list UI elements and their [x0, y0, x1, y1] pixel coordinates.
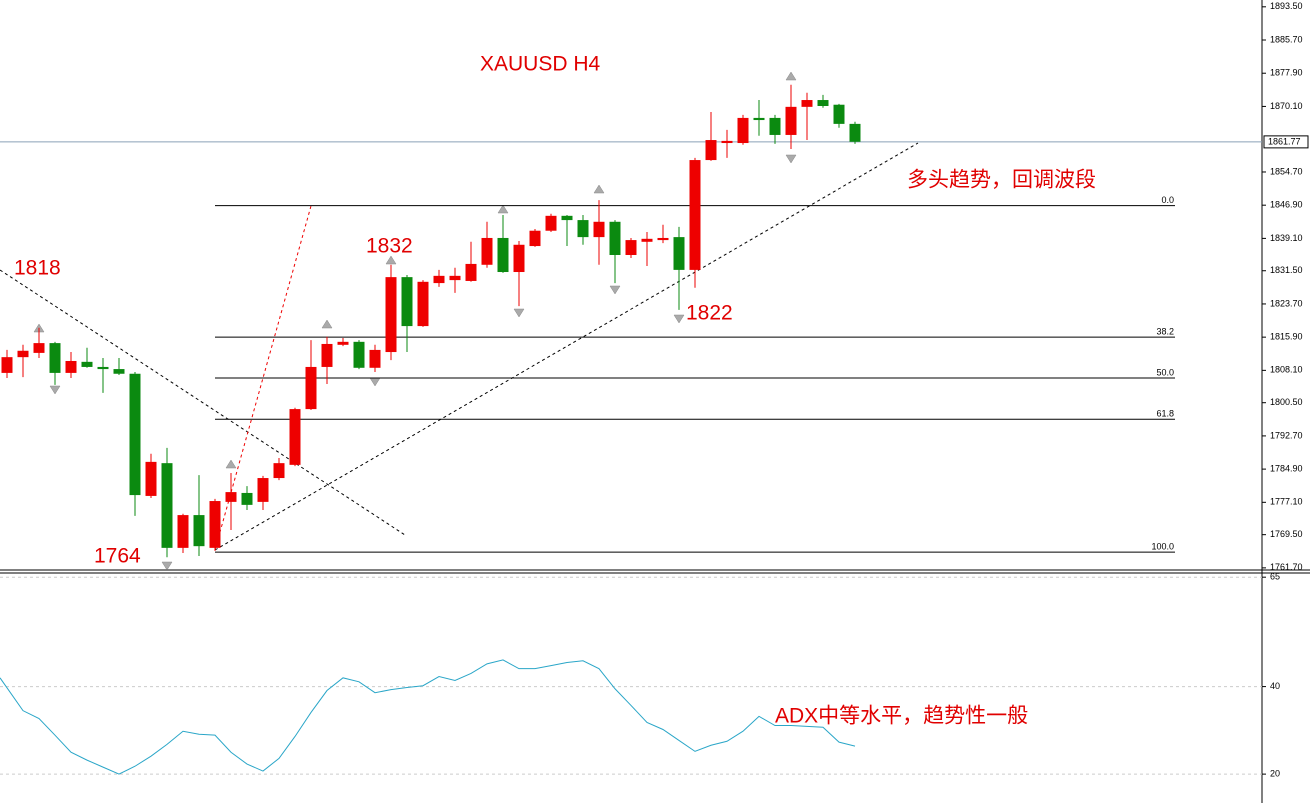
candle-body	[785, 106, 797, 135]
y-tick-label: 1831.50	[1270, 265, 1303, 275]
candle-body	[609, 221, 621, 255]
candle-body	[625, 240, 637, 255]
candle-body	[401, 277, 413, 327]
candle-body	[433, 275, 445, 284]
candle-body	[305, 366, 317, 410]
y-tick-label: 1823.70	[1270, 298, 1303, 308]
adx-line	[0, 659, 856, 775]
current-price-box	[1263, 135, 1309, 149]
candle-body	[641, 238, 653, 242]
candle-body	[1, 357, 13, 373]
candle-body	[577, 220, 589, 238]
candle-body	[193, 515, 205, 547]
candle-body	[417, 281, 429, 327]
candle-body	[369, 349, 381, 368]
candle-body	[161, 463, 173, 548]
y-tick-label: 1870.10	[1270, 101, 1303, 111]
y-tick-label: 1815.90	[1270, 332, 1303, 342]
candle-body	[129, 373, 141, 496]
annotation: 1764	[94, 545, 141, 568]
y-tick-label: 40	[1270, 681, 1280, 691]
candle-body	[353, 341, 365, 368]
candle-body	[817, 100, 829, 106]
trend-line	[0, 269, 406, 536]
y-tick-label: 1761.70	[1270, 562, 1303, 572]
candle-body	[97, 366, 109, 370]
candle-body	[849, 123, 861, 142]
candle-body	[657, 237, 669, 241]
candle-body	[465, 263, 477, 281]
annotation: 多头趋势，回调波段	[907, 169, 1096, 192]
candle-body	[753, 117, 765, 121]
candle-body	[497, 237, 509, 273]
y-tick-label: 1846.90	[1270, 200, 1303, 210]
fib-label: 0.0	[1161, 195, 1174, 205]
candle-body	[801, 100, 813, 107]
candle-body	[705, 140, 717, 161]
candle-body	[177, 515, 189, 548]
y-tick-label: 65	[1270, 572, 1280, 582]
y-tick-label: 1784.90	[1270, 463, 1303, 473]
y-tick-label: 1885.70	[1270, 34, 1303, 44]
candle-body	[257, 478, 269, 502]
annotation: ADX中等水平，趋势性一般	[775, 705, 1028, 728]
candle-body	[721, 140, 733, 144]
fib-label: 50.0	[1156, 367, 1174, 377]
candle-body	[449, 275, 461, 281]
candle-body	[49, 343, 61, 373]
candle-body	[17, 350, 29, 358]
y-tick-label: 1800.50	[1270, 397, 1303, 407]
candle-body	[689, 160, 701, 270]
y-tick-label: 1808.10	[1270, 365, 1303, 375]
candle-body	[337, 341, 349, 345]
candle-body	[769, 117, 781, 135]
candle-body	[561, 215, 573, 221]
candle-body	[593, 221, 605, 238]
candle-body	[33, 343, 45, 353]
fib-label: 61.8	[1156, 409, 1174, 419]
candle-body	[81, 361, 93, 367]
candle-body	[673, 237, 685, 270]
candle-body	[321, 343, 333, 367]
annotation: 1818	[14, 257, 61, 280]
y-tick-label: 1854.70	[1270, 166, 1303, 176]
y-tick-label: 1792.70	[1270, 430, 1303, 440]
candle-body	[225, 492, 237, 502]
candle-body	[289, 409, 301, 465]
y-tick-label: 1893.50	[1270, 1, 1303, 11]
fib-label: 38.2	[1156, 327, 1174, 337]
annotation: 1832	[366, 235, 413, 258]
y-tick-label: 1769.50	[1270, 529, 1303, 539]
annotation: 1822	[686, 302, 733, 325]
candle-body	[513, 244, 525, 273]
candle-body	[113, 369, 125, 374]
candle-body	[833, 104, 845, 124]
candle-body	[545, 215, 557, 231]
y-tick-label: 1877.90	[1270, 68, 1303, 78]
candle-body	[145, 461, 157, 496]
candle-body	[385, 277, 397, 353]
y-tick-label: 20	[1270, 768, 1280, 778]
candle-body	[65, 360, 77, 373]
y-tick-label: 1839.10	[1270, 233, 1303, 243]
fib-label: 100.0	[1151, 541, 1174, 551]
candle-body	[241, 492, 253, 505]
y-tick-label: 1777.10	[1270, 497, 1303, 507]
current-price-label: 1861.77	[1268, 136, 1301, 146]
candle-body	[737, 117, 749, 144]
candle-body	[273, 463, 285, 479]
chart-title: XAUUSD H4	[480, 53, 601, 76]
candle-body	[481, 237, 493, 265]
candle-body	[209, 501, 221, 548]
candle-body	[529, 230, 541, 247]
